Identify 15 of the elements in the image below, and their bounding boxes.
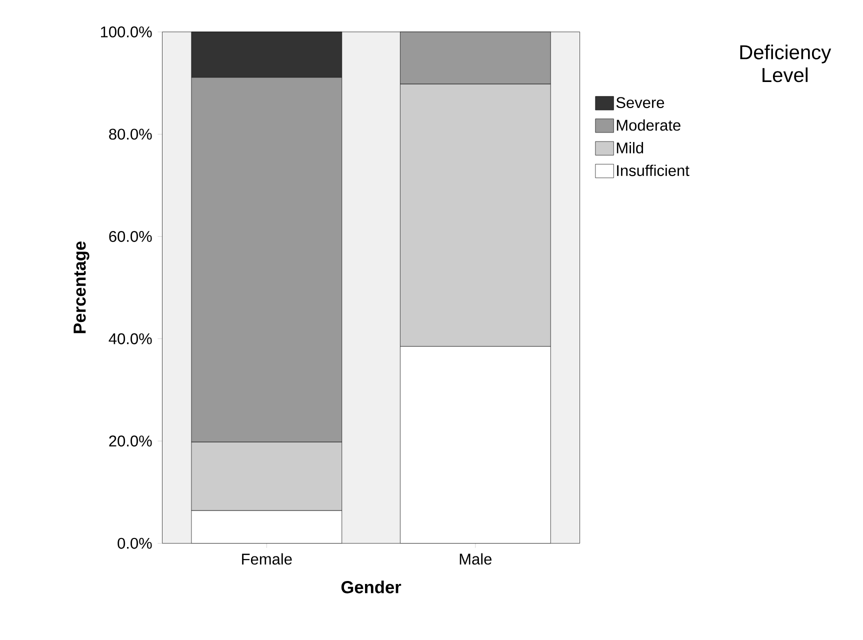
y-tick-label: 0.0% (118, 538, 152, 549)
legend-label: Moderate (616, 119, 680, 131)
y-tick-label: 20.0% (109, 436, 152, 447)
legend-title: Deficiency Level (740, 44, 832, 82)
x-tick-label: Male (460, 553, 492, 565)
legend-label: Severe (616, 97, 664, 108)
legend-label: Mild (616, 142, 644, 154)
y-tick-label: 60.0% (109, 230, 152, 242)
x-tick-label: Female (242, 553, 292, 565)
y-tick-label: 100.0% (100, 26, 152, 38)
y-tick-label: 80.0% (109, 128, 152, 140)
legend-label: Insufficient (617, 164, 690, 176)
x-axis-title: Gender (341, 580, 402, 594)
y-tick-label: 40.0% (108, 333, 152, 344)
y-axis-title: Percentage (74, 242, 90, 334)
